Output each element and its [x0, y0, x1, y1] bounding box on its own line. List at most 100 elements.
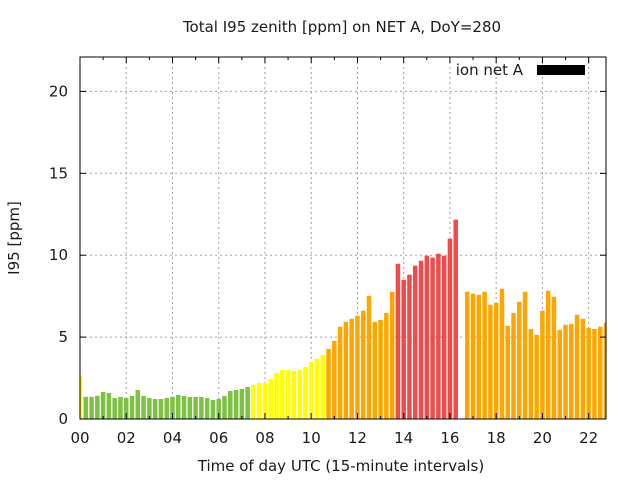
bar: [453, 219, 458, 419]
bar: [545, 290, 551, 419]
bar: [493, 302, 499, 419]
bar: [360, 310, 366, 419]
bar: [308, 361, 314, 419]
bar: [268, 378, 274, 419]
bar: [239, 388, 245, 419]
y-tick-label: 0: [58, 410, 68, 428]
bar: [164, 398, 169, 419]
bar: [170, 396, 175, 419]
bar: [187, 396, 193, 419]
bar: [147, 398, 152, 419]
bar: [80, 375, 83, 419]
bar: [233, 390, 239, 419]
bar: [337, 326, 343, 419]
bar: [141, 395, 146, 419]
bar: [407, 274, 412, 419]
x-tick-label: 02: [117, 429, 136, 447]
bar: [280, 370, 285, 419]
x-tick-label: 18: [487, 429, 506, 447]
bar: [204, 398, 210, 419]
bar: [320, 354, 326, 419]
bar: [511, 312, 516, 419]
bar: [332, 340, 337, 419]
bar: [251, 384, 256, 419]
bar: [256, 382, 262, 419]
bar: [326, 348, 331, 419]
bar: [262, 382, 268, 419]
x-tick-label: 10: [302, 429, 321, 447]
legend: ion net A: [456, 61, 585, 79]
bar: [482, 291, 487, 419]
bar: [580, 318, 586, 419]
bar: [285, 370, 291, 419]
bar: [274, 372, 279, 419]
bar: [95, 395, 100, 419]
bar: [297, 370, 302, 419]
bar: [291, 371, 297, 419]
bar: [592, 328, 597, 419]
bar: [557, 329, 563, 419]
bar: [540, 310, 545, 419]
bar: [528, 328, 534, 419]
bar: [158, 399, 164, 419]
y-axis-label: I95 [ppm]: [5, 201, 23, 275]
bar: [106, 392, 112, 419]
bar: [355, 315, 360, 419]
x-tick-label: 22: [579, 429, 598, 447]
bar: [603, 322, 606, 419]
x-axis-label: Time of day UTC (15-minute intervals): [197, 457, 484, 475]
bar: [89, 396, 94, 419]
bar: [569, 323, 574, 419]
bar: [372, 321, 378, 419]
bar: [181, 395, 187, 419]
bar: [597, 326, 603, 419]
bar: [465, 291, 470, 419]
bar: [129, 395, 135, 419]
bar: [366, 295, 372, 419]
bar: [563, 324, 568, 419]
bar: [505, 325, 510, 419]
bar: [389, 291, 395, 419]
plot-frame: [79, 56, 607, 420]
bar: [349, 318, 354, 419]
bar: [112, 398, 117, 419]
bar: [441, 255, 447, 419]
bar: [574, 314, 580, 419]
bar: [551, 296, 557, 419]
legend-label: ion net A: [456, 61, 524, 79]
x-tick-label: 16: [440, 429, 459, 447]
x-tick-label: 20: [533, 429, 552, 447]
bar: [401, 279, 406, 419]
bar: [430, 257, 435, 419]
bar: [517, 301, 522, 419]
bar: [222, 395, 227, 419]
bar: [314, 358, 320, 419]
bar: [210, 399, 216, 419]
bars: [80, 219, 606, 419]
bar: [424, 255, 430, 419]
bar: [100, 391, 106, 419]
ticks: [79, 57, 606, 420]
bar: [83, 396, 89, 419]
y-tick-labels: 0 5 10 15 20: [49, 82, 68, 428]
bar: [118, 396, 123, 419]
y-tick-label: 20: [49, 82, 68, 100]
bar: [135, 390, 141, 419]
bar: [176, 394, 181, 419]
x-tick-label: 12: [348, 429, 367, 447]
bar: [199, 396, 204, 419]
bar: [418, 260, 424, 419]
bar: [447, 238, 453, 419]
legend-swatch: [537, 65, 585, 75]
bar: [412, 265, 418, 419]
bar: [395, 263, 401, 419]
bar: [303, 366, 308, 419]
bar: [436, 253, 441, 419]
bar: [586, 327, 591, 419]
x-tick-label: 14: [394, 429, 413, 447]
bar: [245, 386, 250, 419]
y-tick-label: 10: [49, 246, 68, 264]
bar: [216, 399, 221, 419]
y-tick-label: 15: [49, 164, 68, 182]
